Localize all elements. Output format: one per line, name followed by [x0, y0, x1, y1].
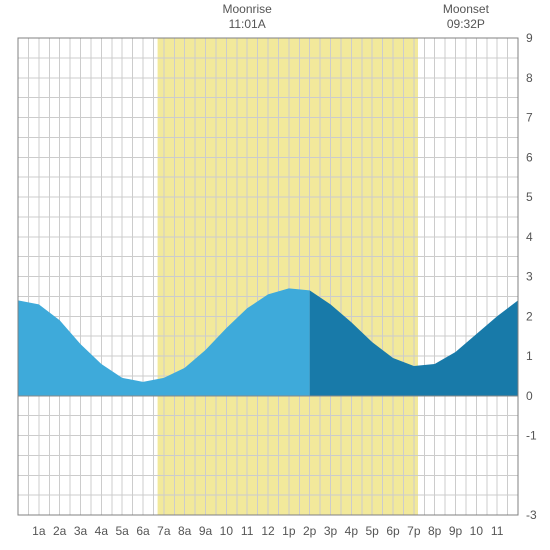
svg-text:6: 6	[526, 150, 533, 164]
svg-text:3a: 3a	[74, 524, 88, 538]
svg-text:12: 12	[261, 524, 275, 538]
moonset-time: 09:32P	[443, 17, 489, 32]
svg-text:1a: 1a	[32, 524, 46, 538]
tide-chart: Moonrise 11:01A Moonset 09:32P -3-101234…	[0, 0, 550, 550]
svg-text:2a: 2a	[53, 524, 67, 538]
svg-text:8: 8	[526, 71, 533, 85]
svg-text:7: 7	[526, 111, 533, 125]
svg-text:1p: 1p	[282, 524, 296, 538]
moonset-title: Moonset	[443, 2, 489, 17]
svg-text:4p: 4p	[345, 524, 359, 538]
svg-text:7p: 7p	[407, 524, 421, 538]
svg-text:-3: -3	[526, 508, 537, 522]
svg-text:3: 3	[526, 270, 533, 284]
svg-text:8a: 8a	[178, 524, 192, 538]
svg-text:4: 4	[526, 230, 533, 244]
svg-text:10: 10	[220, 524, 234, 538]
svg-text:5a: 5a	[115, 524, 129, 538]
moonrise-title: Moonrise	[222, 2, 271, 17]
svg-text:8p: 8p	[428, 524, 442, 538]
svg-text:0: 0	[526, 389, 533, 403]
svg-text:6p: 6p	[386, 524, 400, 538]
svg-text:11: 11	[241, 524, 254, 538]
svg-text:2p: 2p	[303, 524, 317, 538]
svg-text:9a: 9a	[199, 524, 213, 538]
moonset-label: Moonset 09:32P	[443, 2, 489, 32]
svg-text:5: 5	[526, 190, 533, 204]
svg-text:3p: 3p	[324, 524, 338, 538]
svg-text:9: 9	[526, 31, 533, 45]
svg-text:2: 2	[526, 309, 533, 323]
svg-text:9p: 9p	[449, 524, 463, 538]
svg-text:6a: 6a	[136, 524, 150, 538]
svg-text:5p: 5p	[365, 524, 379, 538]
svg-text:7a: 7a	[157, 524, 171, 538]
svg-text:10: 10	[470, 524, 484, 538]
moonrise-time: 11:01A	[222, 17, 271, 32]
svg-text:-1: -1	[526, 429, 537, 443]
svg-text:1: 1	[526, 349, 533, 363]
chart-svg: -3-101234567891a2a3a4a5a6a7a8a9a1011121p…	[0, 0, 550, 550]
moonrise-label: Moonrise 11:01A	[222, 2, 271, 32]
svg-text:11: 11	[491, 524, 504, 538]
svg-text:4a: 4a	[95, 524, 109, 538]
